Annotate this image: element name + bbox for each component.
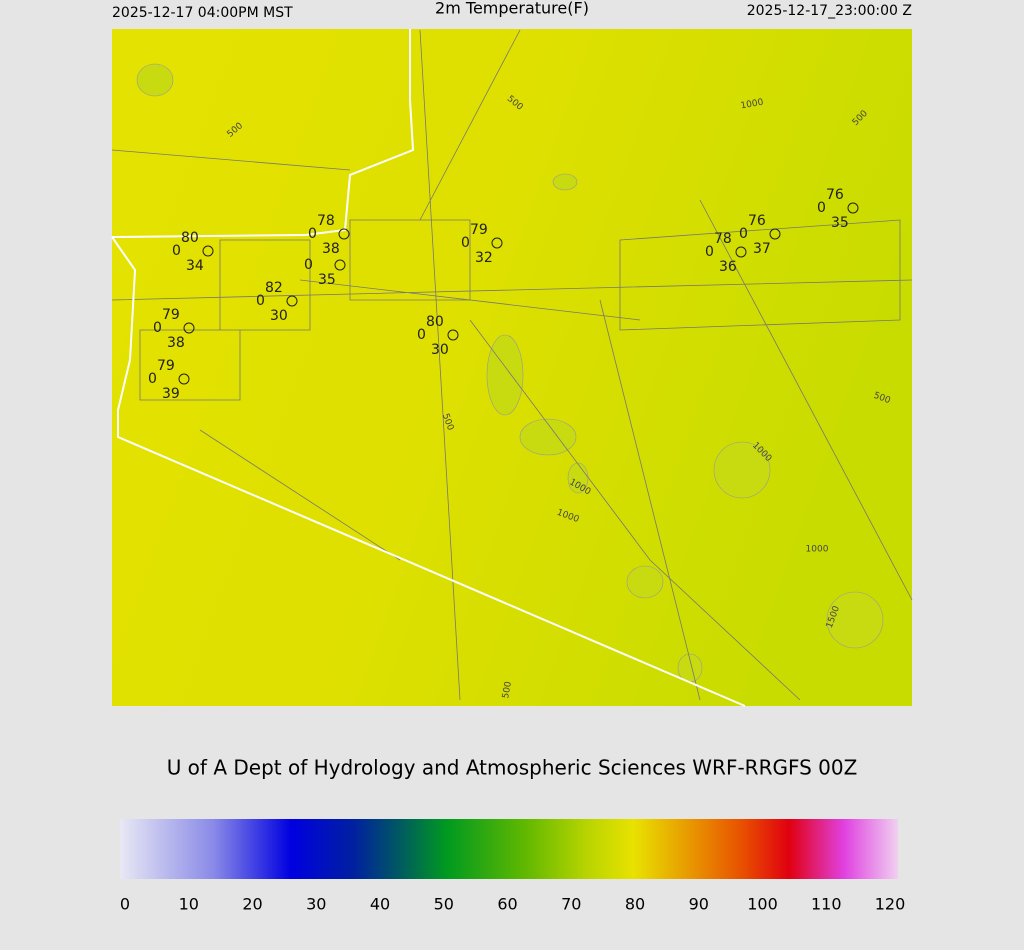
station-plots: 8003478038035820307903879039800307903278… bbox=[148, 187, 859, 402]
colorbar-tick-label: 20 bbox=[242, 895, 262, 914]
colorbar-tick-label: 80 bbox=[625, 895, 645, 914]
valid-local: 2025-12-17 04:00PM MST bbox=[112, 5, 293, 21]
station-marker bbox=[735, 246, 747, 258]
temperature: 76 bbox=[748, 213, 766, 229]
cloud-cover: 0 bbox=[148, 371, 157, 387]
dewpoint: 36 bbox=[719, 259, 737, 275]
temperature: 78 bbox=[317, 213, 335, 229]
contour-label: 500 bbox=[501, 680, 514, 699]
dewpoint: 30 bbox=[270, 308, 288, 324]
colorbar-ticks: 0 10 20 30 40 50 60 70 80 90 100 110 120 bbox=[120, 895, 905, 914]
footer: U of A Dept of Hydrology and Atmospheric… bbox=[167, 756, 858, 780]
dewpoint: 30 bbox=[431, 342, 449, 358]
dewpoint: 35 bbox=[318, 272, 336, 288]
temperature: 79 bbox=[162, 307, 180, 323]
cloud-cover: 0 bbox=[417, 327, 426, 343]
station-marker bbox=[491, 237, 503, 249]
station-marker bbox=[847, 202, 859, 214]
temperature: 78 bbox=[714, 231, 732, 247]
temperature: 79 bbox=[470, 222, 488, 238]
station-marker bbox=[338, 228, 350, 240]
dewpoint: 39 bbox=[162, 386, 180, 402]
cloud-cover: 0 bbox=[153, 320, 162, 336]
temperature: 76 bbox=[826, 187, 844, 203]
station-marker bbox=[334, 259, 346, 271]
contours bbox=[136, 63, 884, 683]
cloud-cover: 0 bbox=[308, 226, 317, 242]
cloud-cover: 0 bbox=[172, 243, 181, 259]
dewpoint: 38 bbox=[322, 241, 340, 257]
colorbar-tick-label: 70 bbox=[561, 895, 581, 914]
colorbar-tick-label: 50 bbox=[434, 895, 454, 914]
dewpoint: 37 bbox=[753, 241, 771, 257]
temperature: 79 bbox=[157, 358, 175, 374]
cloud-cover: 0 bbox=[705, 244, 714, 260]
colorbar-tick-label: 60 bbox=[497, 895, 517, 914]
dewpoint: 35 bbox=[831, 215, 849, 231]
cloud-cover: 0 bbox=[304, 257, 313, 273]
cloud-cover: 0 bbox=[739, 226, 748, 242]
dewpoint: 38 bbox=[167, 335, 185, 351]
contour-label: 1000 bbox=[740, 98, 765, 112]
cloud-cover: 0 bbox=[817, 200, 826, 216]
roads bbox=[111, 29, 913, 701]
temperature: 82 bbox=[265, 280, 283, 296]
colorbar-tick-label: 40 bbox=[370, 895, 390, 914]
station-marker bbox=[286, 295, 298, 307]
station-marker bbox=[178, 373, 190, 385]
cloud-cover: 0 bbox=[256, 293, 265, 309]
colorbar-tick-label: 10 bbox=[179, 895, 199, 914]
map-title: 2m Temperature(F) bbox=[435, 0, 589, 18]
colorbar-tick-label: 90 bbox=[689, 895, 709, 914]
station-marker bbox=[183, 322, 195, 334]
temperature: 80 bbox=[426, 314, 444, 330]
valid-utc: 2025-12-17_23:00:00 Z bbox=[747, 3, 912, 19]
station-marker bbox=[769, 228, 781, 240]
dewpoint: 32 bbox=[475, 250, 493, 266]
colorbar-tick-label: 0 bbox=[120, 895, 130, 914]
station-marker bbox=[202, 245, 214, 257]
border bbox=[111, 29, 415, 238]
colorbar-tick-label: 120 bbox=[875, 895, 906, 914]
cloud-cover: 0 bbox=[461, 235, 470, 251]
colorbar-tick-label: 30 bbox=[306, 895, 326, 914]
border bbox=[111, 236, 746, 707]
dewpoint: 34 bbox=[186, 258, 204, 274]
colorbar bbox=[120, 819, 898, 879]
contour-label: 1000 bbox=[806, 545, 829, 555]
station-marker bbox=[447, 329, 459, 341]
temperature: 80 bbox=[181, 230, 199, 246]
colorbar-tick-label: 110 bbox=[811, 895, 842, 914]
colorbar-tick-label: 100 bbox=[747, 895, 778, 914]
